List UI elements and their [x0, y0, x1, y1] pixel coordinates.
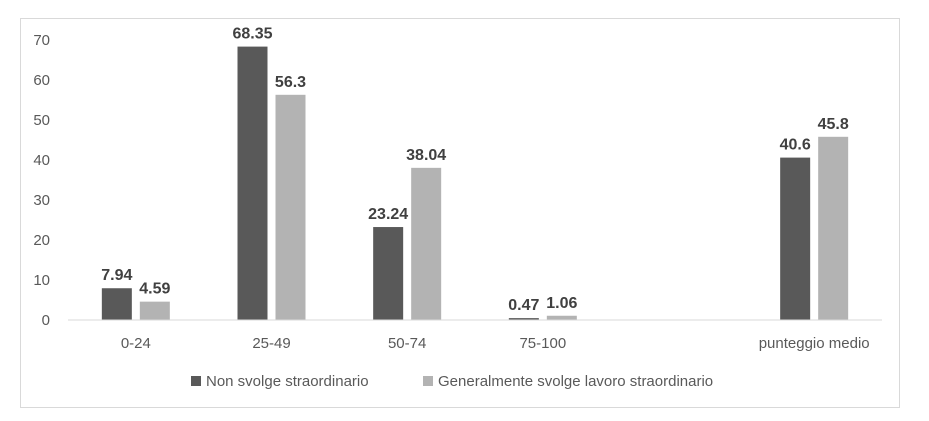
legend-swatch-series-1 — [191, 376, 201, 386]
data-label: 7.94 — [101, 267, 132, 284]
y-tick-label: 70 — [33, 32, 50, 49]
bar-series-1 — [508, 318, 539, 320]
y-tick-label: 60 — [33, 72, 50, 89]
x-tick-label: 0-24 — [121, 335, 151, 352]
bar-series-1 — [101, 288, 132, 320]
data-label: 40.6 — [780, 137, 811, 154]
data-label: 68.35 — [232, 26, 272, 43]
y-tick-label: 30 — [33, 192, 50, 209]
data-label: 38.04 — [406, 147, 446, 164]
bar-series-2 — [818, 136, 849, 320]
bars — [101, 46, 849, 320]
bar-series-2 — [546, 315, 577, 320]
data-label: 45.8 — [818, 116, 849, 133]
y-axis-ticks: 0 10 20 30 40 50 60 70 — [33, 32, 50, 329]
legend-label-series-1: Non svolge straordinario — [206, 373, 369, 390]
legend-label-series-2: Generalmente svolge lavoro straordinario — [438, 373, 713, 390]
y-tick-label: 20 — [33, 232, 50, 249]
x-tick-label: 50-74 — [388, 335, 426, 352]
bar-series-1 — [237, 46, 268, 320]
data-label: 56.3 — [275, 74, 306, 91]
x-tick-label: 75-100 — [519, 335, 566, 352]
legend-swatch-series-2 — [423, 376, 433, 386]
y-tick-label: 0 — [42, 312, 50, 329]
bar-series-2 — [275, 94, 306, 320]
bar-series-2 — [411, 167, 442, 320]
y-tick-label: 40 — [33, 152, 50, 169]
legend: Non svolge straordinario Generalmente sv… — [191, 373, 713, 390]
data-label: 0.47 — [508, 297, 539, 314]
data-label: 23.24 — [368, 206, 408, 223]
data-labels: 7.94 4.59 68.35 56.3 23.24 38.04 0.47 1.06 40.6 4… — [101, 26, 849, 315]
chart-frame — [20, 18, 900, 408]
y-tick-label: 10 — [33, 272, 50, 289]
data-label: 4.59 — [139, 281, 170, 298]
data-label: 1.06 — [546, 295, 577, 312]
bar-series-2 — [139, 301, 170, 320]
x-axis-categories: 0-24 25-49 50-74 75-100 punteggio medio — [121, 335, 870, 352]
x-tick-label: punteggio medio — [759, 335, 870, 352]
x-tick-label: 25-49 — [252, 335, 290, 352]
bar-series-1 — [373, 227, 404, 320]
y-tick-label: 50 — [33, 112, 50, 129]
bar-series-1 — [780, 157, 811, 320]
